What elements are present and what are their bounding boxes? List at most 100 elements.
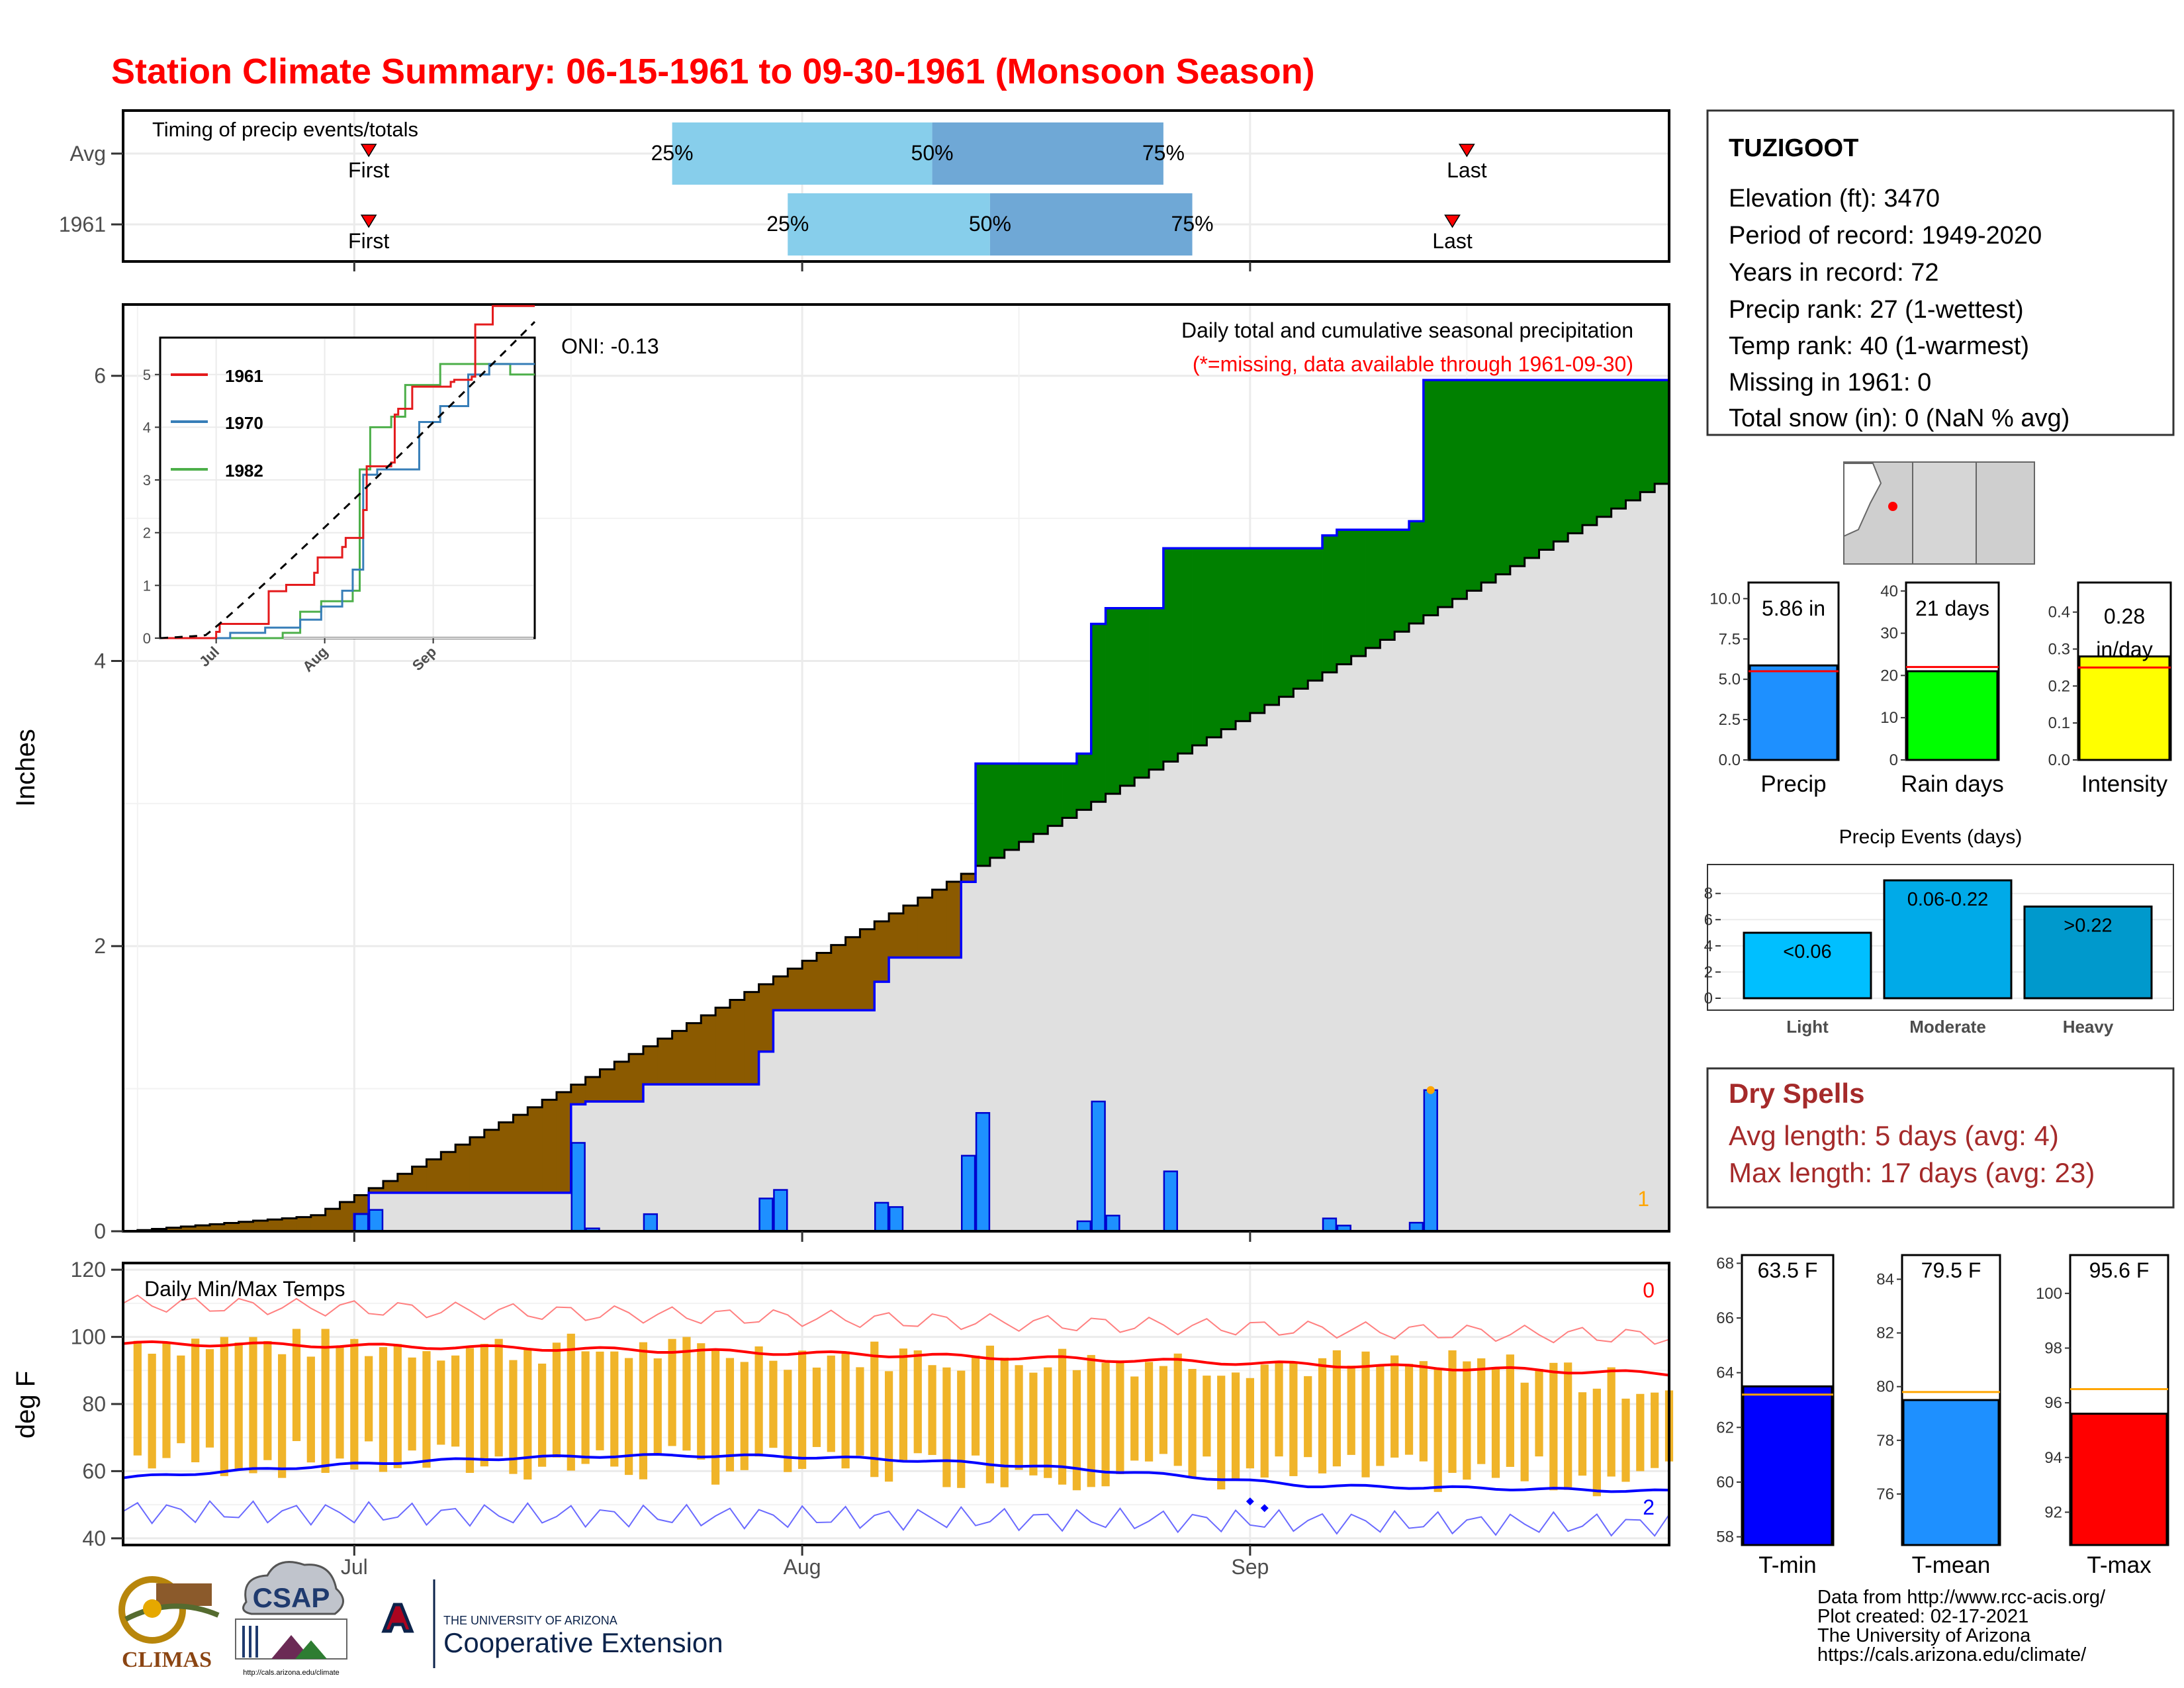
summary-bar-ytick-label: 10.0 bbox=[1709, 590, 1741, 608]
daily-temp-range-bar bbox=[422, 1351, 431, 1468]
timing-first-label: First bbox=[348, 158, 389, 182]
daily-temp-range-bar bbox=[350, 1338, 359, 1470]
below-average-area bbox=[441, 1152, 456, 1193]
temp-xtick-label: Jul bbox=[341, 1555, 368, 1579]
daily-temp-range-bar bbox=[552, 1342, 561, 1458]
daily-precip-bar bbox=[758, 1197, 774, 1233]
daily-temp-range-bar bbox=[1549, 1362, 1558, 1491]
inset-line-1970 bbox=[160, 363, 535, 639]
summary-bar-ytick-label: 0.0 bbox=[1719, 751, 1741, 769]
daily-temp-range-bar bbox=[509, 1360, 518, 1474]
daily-temp-range-bar bbox=[220, 1336, 228, 1476]
station-years: Years in record: 72 bbox=[1729, 259, 1939, 287]
daily-temp-range-bar bbox=[1130, 1376, 1139, 1461]
above-average-area bbox=[1625, 380, 1641, 500]
daily-temp-range-bar bbox=[191, 1338, 200, 1462]
below-average-area bbox=[383, 1181, 398, 1193]
below-average-area bbox=[469, 1137, 485, 1193]
daily-temp-range-bar bbox=[249, 1336, 257, 1474]
summary-bar-ytick-label: 20 bbox=[1880, 667, 1898, 684]
daily-temp-range-bar bbox=[567, 1333, 575, 1471]
temp-summary-ytick-label: 78 bbox=[1876, 1432, 1894, 1450]
above-average-area bbox=[1437, 380, 1453, 608]
events-ytick-label: 2 bbox=[1704, 963, 1713, 981]
below-average-area bbox=[946, 881, 962, 958]
below-average-area bbox=[325, 1209, 340, 1231]
below-average-area bbox=[267, 1219, 283, 1231]
station-period: Period of record: 1949-2020 bbox=[1729, 222, 2042, 250]
summary-bar-ytick-label: 5.0 bbox=[1719, 671, 1741, 688]
inset-legend: 1961 1970 1982 bbox=[171, 366, 263, 481]
daily-temp-range-bar bbox=[1535, 1369, 1543, 1457]
average-cumulative-line bbox=[123, 475, 1670, 1233]
daily-temp-range-bar bbox=[1231, 1372, 1240, 1480]
temp-xtick-label: Sep bbox=[1231, 1555, 1269, 1579]
temp-summary-category-label: T-mean bbox=[1912, 1552, 1991, 1578]
daily-precip-bar bbox=[888, 1206, 904, 1233]
temp-summary-ytick-label: 60 bbox=[1716, 1474, 1734, 1491]
temp-summary-ytick-label: 82 bbox=[1876, 1325, 1894, 1342]
record-min-marker bbox=[1260, 1504, 1269, 1513]
daily-temp-range-bar bbox=[971, 1355, 980, 1456]
daily-temp-range-bar bbox=[1000, 1357, 1009, 1487]
precip-title: Daily total and cumulative seasonal prec… bbox=[1181, 318, 1633, 342]
daily-temp-range-bar bbox=[321, 1329, 330, 1474]
daily-temp-range-bar bbox=[1404, 1364, 1414, 1455]
daily-precip-bar bbox=[1163, 1170, 1178, 1233]
below-average-area bbox=[455, 1145, 471, 1193]
university-of-arizona-logo: THE UNIVERSITY OF ARIZONA Cooperative Ex… bbox=[381, 1579, 723, 1668]
above-average-area bbox=[1496, 380, 1511, 575]
timing-last-label: Last bbox=[1432, 229, 1473, 253]
daily-temp-range-bar bbox=[162, 1342, 171, 1458]
daily-temp-range-bar bbox=[957, 1370, 966, 1488]
above-average-area bbox=[1206, 548, 1222, 737]
temp-summary-ytick-label: 100 bbox=[2036, 1285, 2062, 1303]
dry-spells-max: Max length: 17 days (avg: 23) bbox=[1729, 1157, 2095, 1188]
temp-ytick-label: 100 bbox=[71, 1325, 106, 1349]
daily-temp-range-bar bbox=[1246, 1378, 1254, 1469]
below-average-area bbox=[484, 1129, 500, 1193]
events-bar-label: >0.22 bbox=[2064, 915, 2112, 936]
temp-summary-t-mean: 76 78 80 82 84 79.5 F T-mean bbox=[1876, 1254, 2001, 1578]
below-average-area bbox=[758, 984, 774, 1052]
daily-temp-range-bar bbox=[1347, 1366, 1355, 1455]
below-average-area bbox=[166, 1227, 181, 1231]
below-average-area bbox=[729, 1000, 745, 1085]
dry-spells-title: Dry Spells bbox=[1729, 1078, 1864, 1109]
above-average-area bbox=[1568, 380, 1583, 534]
timing-title: Timing of precip events/totals bbox=[152, 118, 418, 141]
temp-ytick-label: 60 bbox=[82, 1459, 106, 1483]
above-average-area bbox=[1380, 530, 1395, 640]
summary-bar-intensity: 0.0 0.1 0.2 0.3 0.4 0.28 in/day Intensity bbox=[2048, 581, 2172, 797]
station-precip-rank: Precip rank: 27 (1-wettest) bbox=[1729, 296, 2024, 324]
daily-temp-range-bar bbox=[1087, 1354, 1095, 1487]
temp-summary-t-max: 92 94 96 98 100 95.6 F T-max bbox=[2036, 1254, 2169, 1578]
inset-ytick-label: 5 bbox=[143, 367, 151, 383]
daily-temp-range-bar bbox=[1275, 1361, 1283, 1457]
record-min-line bbox=[122, 1500, 1670, 1537]
daily-temp-range-bar bbox=[393, 1344, 402, 1468]
daily-temp-range-bar bbox=[740, 1362, 749, 1470]
timing-bar-50-75 bbox=[989, 193, 1193, 256]
daily-temp-range-bar bbox=[1159, 1366, 1168, 1454]
above-average-area bbox=[1134, 608, 1150, 778]
precip-events-chart: Precip Events (days) 0 2 4 6 8 <0.06 Light 0.06… bbox=[1704, 826, 2174, 1037]
above-average-area bbox=[1365, 530, 1381, 648]
above-average-area bbox=[1524, 380, 1539, 558]
below-average-area bbox=[629, 1054, 644, 1102]
summary-bar-value-label: 5.86 in bbox=[1762, 596, 1825, 620]
daily-temp-range-bar bbox=[292, 1329, 301, 1441]
temp-summary-ytick-label: 92 bbox=[2044, 1503, 2062, 1521]
above-average-area bbox=[1423, 380, 1439, 616]
temp-summary-ytick-label: 62 bbox=[1716, 1419, 1734, 1436]
daily-temp-range-bar bbox=[133, 1340, 142, 1456]
daily-temp-range-bar bbox=[1564, 1362, 1572, 1490]
timing-label-25: 25% bbox=[766, 212, 809, 236]
summary-bar-ytick-label: 2.5 bbox=[1719, 711, 1741, 729]
summary-bar-category-label: Precip bbox=[1760, 771, 1826, 797]
timing-first-label: First bbox=[348, 229, 389, 253]
summary-bar-value bbox=[1749, 664, 1839, 761]
above-average-area bbox=[1467, 380, 1482, 591]
below-average-area bbox=[527, 1107, 543, 1193]
temp-summary-ytick-label: 98 bbox=[2044, 1339, 2062, 1357]
